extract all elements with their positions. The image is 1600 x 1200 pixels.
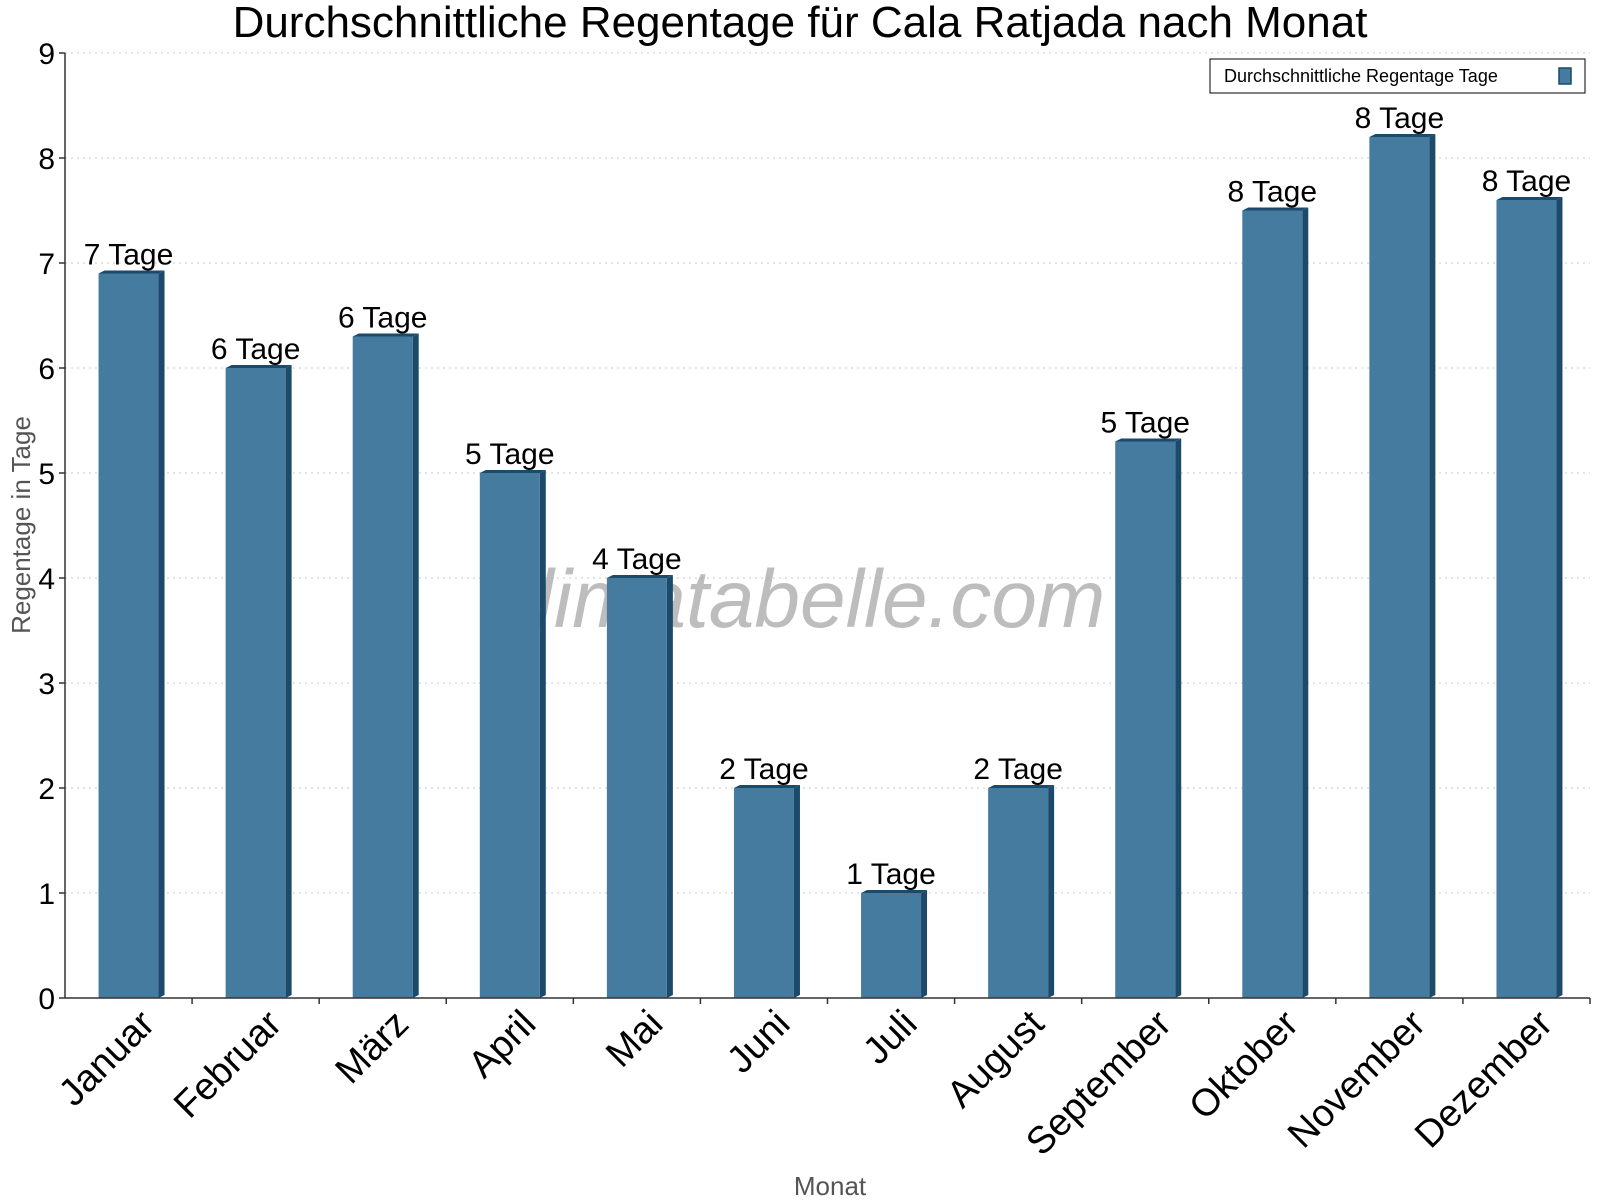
bar: [352, 333, 419, 998]
y-tick-label: 2: [38, 773, 55, 806]
x-tick-label: August: [939, 1002, 1053, 1116]
data-label: 6 Tage: [211, 333, 301, 366]
bar-front: [1496, 200, 1557, 998]
bar-side: [1048, 785, 1055, 998]
y-tick-label: 0: [38, 983, 55, 1016]
data-label: 8 Tage: [1228, 176, 1318, 209]
bar: [225, 365, 292, 998]
bar-side: [666, 575, 673, 998]
bar-front: [225, 368, 286, 998]
bar-top: [98, 270, 165, 274]
bar-front: [988, 788, 1049, 998]
bar-front: [1369, 137, 1430, 998]
x-tick-label: Oktober: [1181, 1002, 1307, 1128]
grid-lines: [65, 52, 1590, 894]
bar: [733, 785, 800, 998]
x-tick-label: November: [1280, 1002, 1434, 1156]
data-label: 5 Tage: [465, 438, 555, 471]
bar-side: [1556, 197, 1563, 998]
bar-front: [1115, 441, 1176, 998]
y-tick-label: 4: [38, 563, 55, 596]
bar-side: [793, 785, 800, 998]
x-tick-label: Mai: [598, 1003, 671, 1076]
bar-side: [1175, 438, 1182, 998]
bar-side: [158, 270, 165, 998]
bar-top: [352, 333, 419, 337]
bar-side: [539, 470, 546, 998]
bars: [98, 134, 1563, 998]
bar-side: [921, 890, 928, 998]
bar: [1242, 207, 1309, 998]
data-label: 6 Tage: [338, 302, 428, 335]
data-label: 4 Tage: [592, 543, 682, 576]
bar-top: [225, 365, 292, 368]
y-tick-label: 9: [38, 38, 55, 71]
bar-front: [352, 336, 413, 998]
bar-top: [479, 470, 546, 473]
bar: [1115, 438, 1182, 998]
chart-title: Durchschnittliche Regentage für Cala Rat…: [233, 0, 1368, 47]
data-label: 8 Tage: [1355, 102, 1445, 135]
x-tick-label: Juli: [855, 1003, 925, 1073]
x-tick-label: April: [461, 1003, 544, 1086]
bar-side: [412, 333, 419, 998]
data-labels: 7 Tage 6 Tage 6 Tage 5 Tage 4 Tage 2 Tage 1 Ta…: [84, 102, 1571, 891]
x-tick-labels: Januar Februar März April Mai Juni Juli AugustS…: [51, 1002, 1561, 1163]
bar: [1496, 197, 1563, 998]
data-label: 2 Tage: [973, 753, 1063, 786]
y-tick-label: 5: [38, 458, 55, 491]
bar-top: [861, 890, 928, 893]
bar: [98, 270, 165, 998]
x-tick-label: Januar: [51, 1002, 163, 1114]
bar: [1369, 134, 1436, 998]
y-tick-label: 1: [38, 878, 55, 911]
data-label: 2 Tage: [719, 753, 809, 786]
bar: [479, 470, 546, 998]
x-tick-label: Juni: [719, 1003, 798, 1082]
y-tick-label: 8: [38, 143, 55, 176]
bar-front: [98, 273, 159, 998]
watermark: klimatabelle.com: [495, 554, 1106, 645]
bar-front: [606, 578, 667, 998]
y-axis-title: Regentage in Tage: [6, 416, 36, 634]
bar: [861, 890, 928, 998]
data-label: 7 Tage: [84, 239, 174, 272]
bar-top: [606, 575, 673, 578]
bar-front: [733, 788, 794, 998]
bar-side: [285, 365, 292, 998]
bar-side: [1302, 207, 1309, 998]
x-axis-title: Monat: [794, 1171, 867, 1200]
legend: Durchschnittliche Regentage Tage: [1209, 58, 1586, 94]
bar: [606, 575, 673, 998]
legend-swatch: [1558, 67, 1572, 85]
x-tick-label: Dezember: [1407, 1002, 1561, 1156]
axes: [59, 52, 1591, 1004]
y-tick-label: 7: [38, 248, 55, 281]
bar-front: [861, 893, 922, 998]
bar-top: [1115, 438, 1182, 442]
bar-side: [1429, 134, 1436, 998]
x-tick-label: März: [328, 1003, 417, 1092]
bar-front: [479, 473, 540, 998]
bar-top: [1242, 207, 1309, 211]
legend-label: Durchschnittliche Regentage Tage: [1224, 66, 1498, 86]
y-tick-label: 3: [38, 668, 55, 701]
data-label: 5 Tage: [1100, 407, 1190, 440]
bar-top: [988, 785, 1055, 788]
bar-top: [1496, 197, 1563, 200]
data-label: 1 Tage: [846, 858, 936, 891]
bar: [988, 785, 1055, 998]
y-tick-labels: 0 1 2 3 4 5 6 7 8 9: [38, 38, 55, 1016]
bar-top: [1369, 134, 1436, 137]
y-tick-label: 6: [38, 353, 55, 386]
data-label: 8 Tage: [1482, 165, 1572, 198]
bar-top: [733, 785, 800, 788]
legend-box: [1209, 58, 1586, 94]
x-tick-label: Februar: [166, 1002, 290, 1126]
bar-front: [1242, 210, 1303, 998]
